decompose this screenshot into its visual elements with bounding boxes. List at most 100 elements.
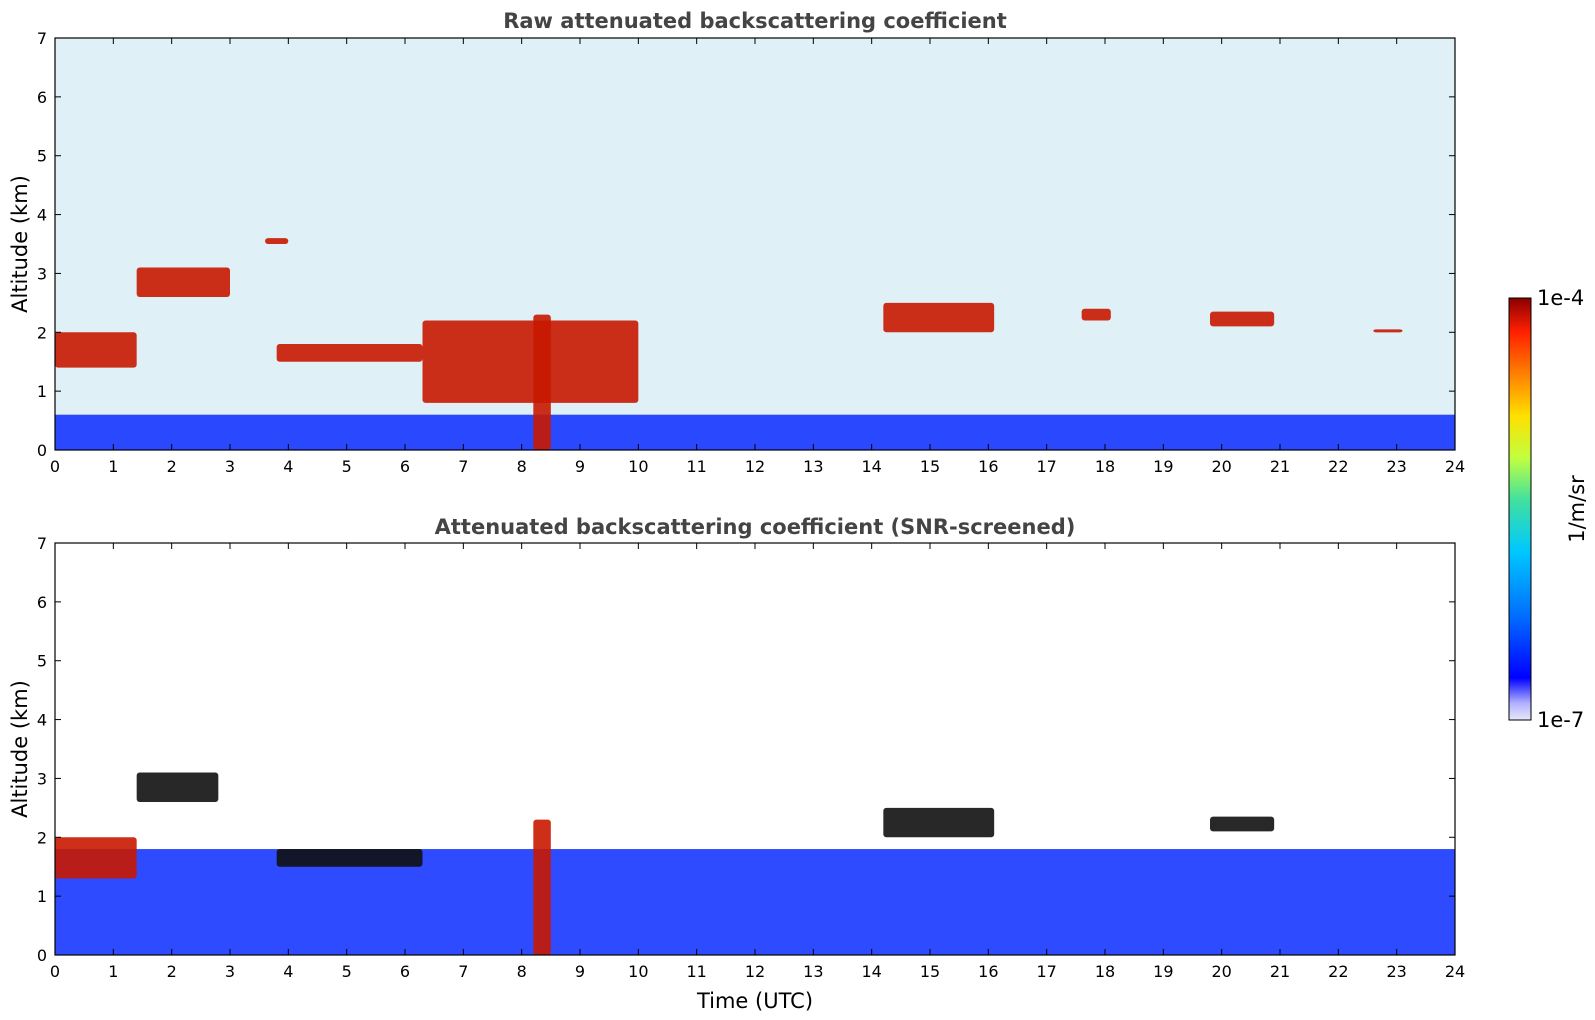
x-tick-label: 0 — [50, 457, 60, 476]
y-tick-label: 3 — [37, 769, 47, 788]
x-tick-label: 15 — [920, 457, 940, 476]
panel-raw-plot-area — [55, 38, 1455, 450]
x-tick-label: 22 — [1328, 457, 1348, 476]
x-tick-label: 0 — [50, 962, 60, 981]
y-tick-label: 6 — [37, 593, 47, 612]
x-tick-label: 7 — [458, 457, 468, 476]
panel-screened-ticks: 0 1 2 3 4 5 6 7 8 9 10 11 12 13 14 15 16 17 18 19 20 21 22 23 24… — [37, 534, 1465, 981]
x-tick-label: 1 — [108, 962, 118, 981]
y-tick-label: 5 — [37, 652, 47, 671]
layer-aerosol-layer — [55, 837, 137, 879]
x-tick-label: 8 — [517, 457, 527, 476]
layer-cloud — [1373, 329, 1403, 333]
x-tick-label: 18 — [1095, 457, 1115, 476]
panel-screened-xlabel: Time (UTC) — [696, 989, 813, 1013]
panel-raw-ticks: 0 1 2 3 4 5 6 7 8 9 10 11 12 13 14 15 16 17 18 19 20 21 22 23 24… — [37, 29, 1465, 476]
x-tick-label: 19 — [1153, 962, 1173, 981]
colorbar-unit-label: 1/m/sr — [1565, 475, 1589, 543]
x-tick-label: 21 — [1270, 962, 1290, 981]
x-tick-label: 6 — [400, 962, 410, 981]
x-tick-label: 19 — [1153, 457, 1173, 476]
x-tick-label: 15 — [920, 962, 940, 981]
x-tick-label: 12 — [745, 457, 765, 476]
layer-cloud — [883, 807, 995, 838]
x-tick-label: 5 — [342, 457, 352, 476]
x-tick-label: 4 — [283, 962, 293, 981]
x-tick-label: 2 — [167, 962, 177, 981]
x-tick-label: 3 — [225, 457, 235, 476]
y-tick-label: 1 — [37, 887, 47, 906]
y-tick-label: 0 — [37, 946, 47, 965]
y-tick-label: 5 — [37, 147, 47, 166]
x-tick-label: 17 — [1036, 457, 1056, 476]
x-tick-label: 17 — [1036, 962, 1056, 981]
y-tick-label: 7 — [37, 534, 47, 553]
panel-raw: Raw attenuated backscattering coefficien… — [8, 9, 1465, 476]
x-tick-label: 5 — [342, 962, 352, 981]
y-tick-label: 7 — [37, 29, 47, 48]
layer-cloud — [265, 238, 289, 244]
layer-cloud — [1210, 816, 1275, 832]
x-tick-label: 9 — [575, 457, 585, 476]
y-tick-label: 4 — [37, 711, 47, 730]
y-tick-label: 1 — [37, 382, 47, 401]
x-tick-label: 10 — [628, 457, 648, 476]
colorbar-gradient — [1508, 297, 1532, 721]
panel-raw-ylabel: Altitude (km) — [8, 175, 32, 313]
x-tick-label: 13 — [803, 457, 823, 476]
y-tick-label: 2 — [37, 323, 47, 342]
x-tick-label: 20 — [1211, 457, 1231, 476]
x-tick-label: 24 — [1445, 962, 1465, 981]
panel-raw-title: Raw attenuated backscattering coefficien… — [503, 9, 1007, 33]
colorbar-min-label: 1e-7 — [1537, 708, 1584, 732]
x-tick-label: 23 — [1386, 457, 1406, 476]
layer-boundary-layer — [55, 849, 1455, 955]
layer-cloud — [1081, 308, 1111, 321]
x-tick-label: 24 — [1445, 457, 1465, 476]
x-tick-label: 22 — [1328, 962, 1348, 981]
x-tick-label: 14 — [861, 962, 881, 981]
x-tick-label: 10 — [628, 962, 648, 981]
y-tick-label: 4 — [37, 206, 47, 225]
x-tick-label: 8 — [517, 962, 527, 981]
x-tick-label: 20 — [1211, 962, 1231, 981]
x-tick-label: 16 — [978, 457, 998, 476]
layer-aerosol-layer — [55, 332, 137, 368]
x-tick-label: 11 — [686, 457, 706, 476]
panel-screened: Attenuated backscattering coefficient (S… — [8, 515, 1465, 1013]
panel-screened-plot-area — [55, 543, 1455, 955]
y-tick-label: 2 — [37, 828, 47, 847]
x-tick-label: 6 — [400, 457, 410, 476]
layer-cloud — [136, 267, 230, 297]
x-tick-label: 2 — [167, 457, 177, 476]
x-tick-label: 16 — [978, 962, 998, 981]
panel-screened-title: Attenuated backscattering coefficient (S… — [435, 515, 1076, 539]
layer-cloud — [1210, 311, 1275, 327]
colorbar: 1e-4 1e-7 1/m/sr — [1508, 286, 1589, 732]
layer-aerosol-layer — [276, 849, 423, 867]
x-tick-label: 14 — [861, 457, 881, 476]
x-tick-label: 18 — [1095, 962, 1115, 981]
x-tick-label: 23 — [1386, 962, 1406, 981]
y-tick-label: 0 — [37, 441, 47, 460]
layer-cloud — [883, 302, 995, 333]
y-tick-label: 6 — [37, 88, 47, 107]
plot-background — [55, 38, 1455, 450]
x-tick-label: 12 — [745, 962, 765, 981]
layer-precipitation — [533, 314, 551, 450]
layer-cloud — [136, 772, 219, 802]
x-tick-label: 9 — [575, 962, 585, 981]
layer-aerosol-layer — [422, 320, 639, 403]
layer-precipitation — [533, 819, 551, 955]
x-tick-label: 13 — [803, 962, 823, 981]
x-tick-label: 11 — [686, 962, 706, 981]
x-tick-label: 21 — [1270, 457, 1290, 476]
x-tick-label: 4 — [283, 457, 293, 476]
layer-aerosol-layer — [276, 344, 423, 362]
x-tick-label: 3 — [225, 962, 235, 981]
panel-screened-ylabel: Altitude (km) — [8, 680, 32, 818]
y-tick-label: 3 — [37, 264, 47, 283]
x-tick-label: 7 — [458, 962, 468, 981]
colorbar-max-label: 1e-4 — [1537, 286, 1584, 310]
